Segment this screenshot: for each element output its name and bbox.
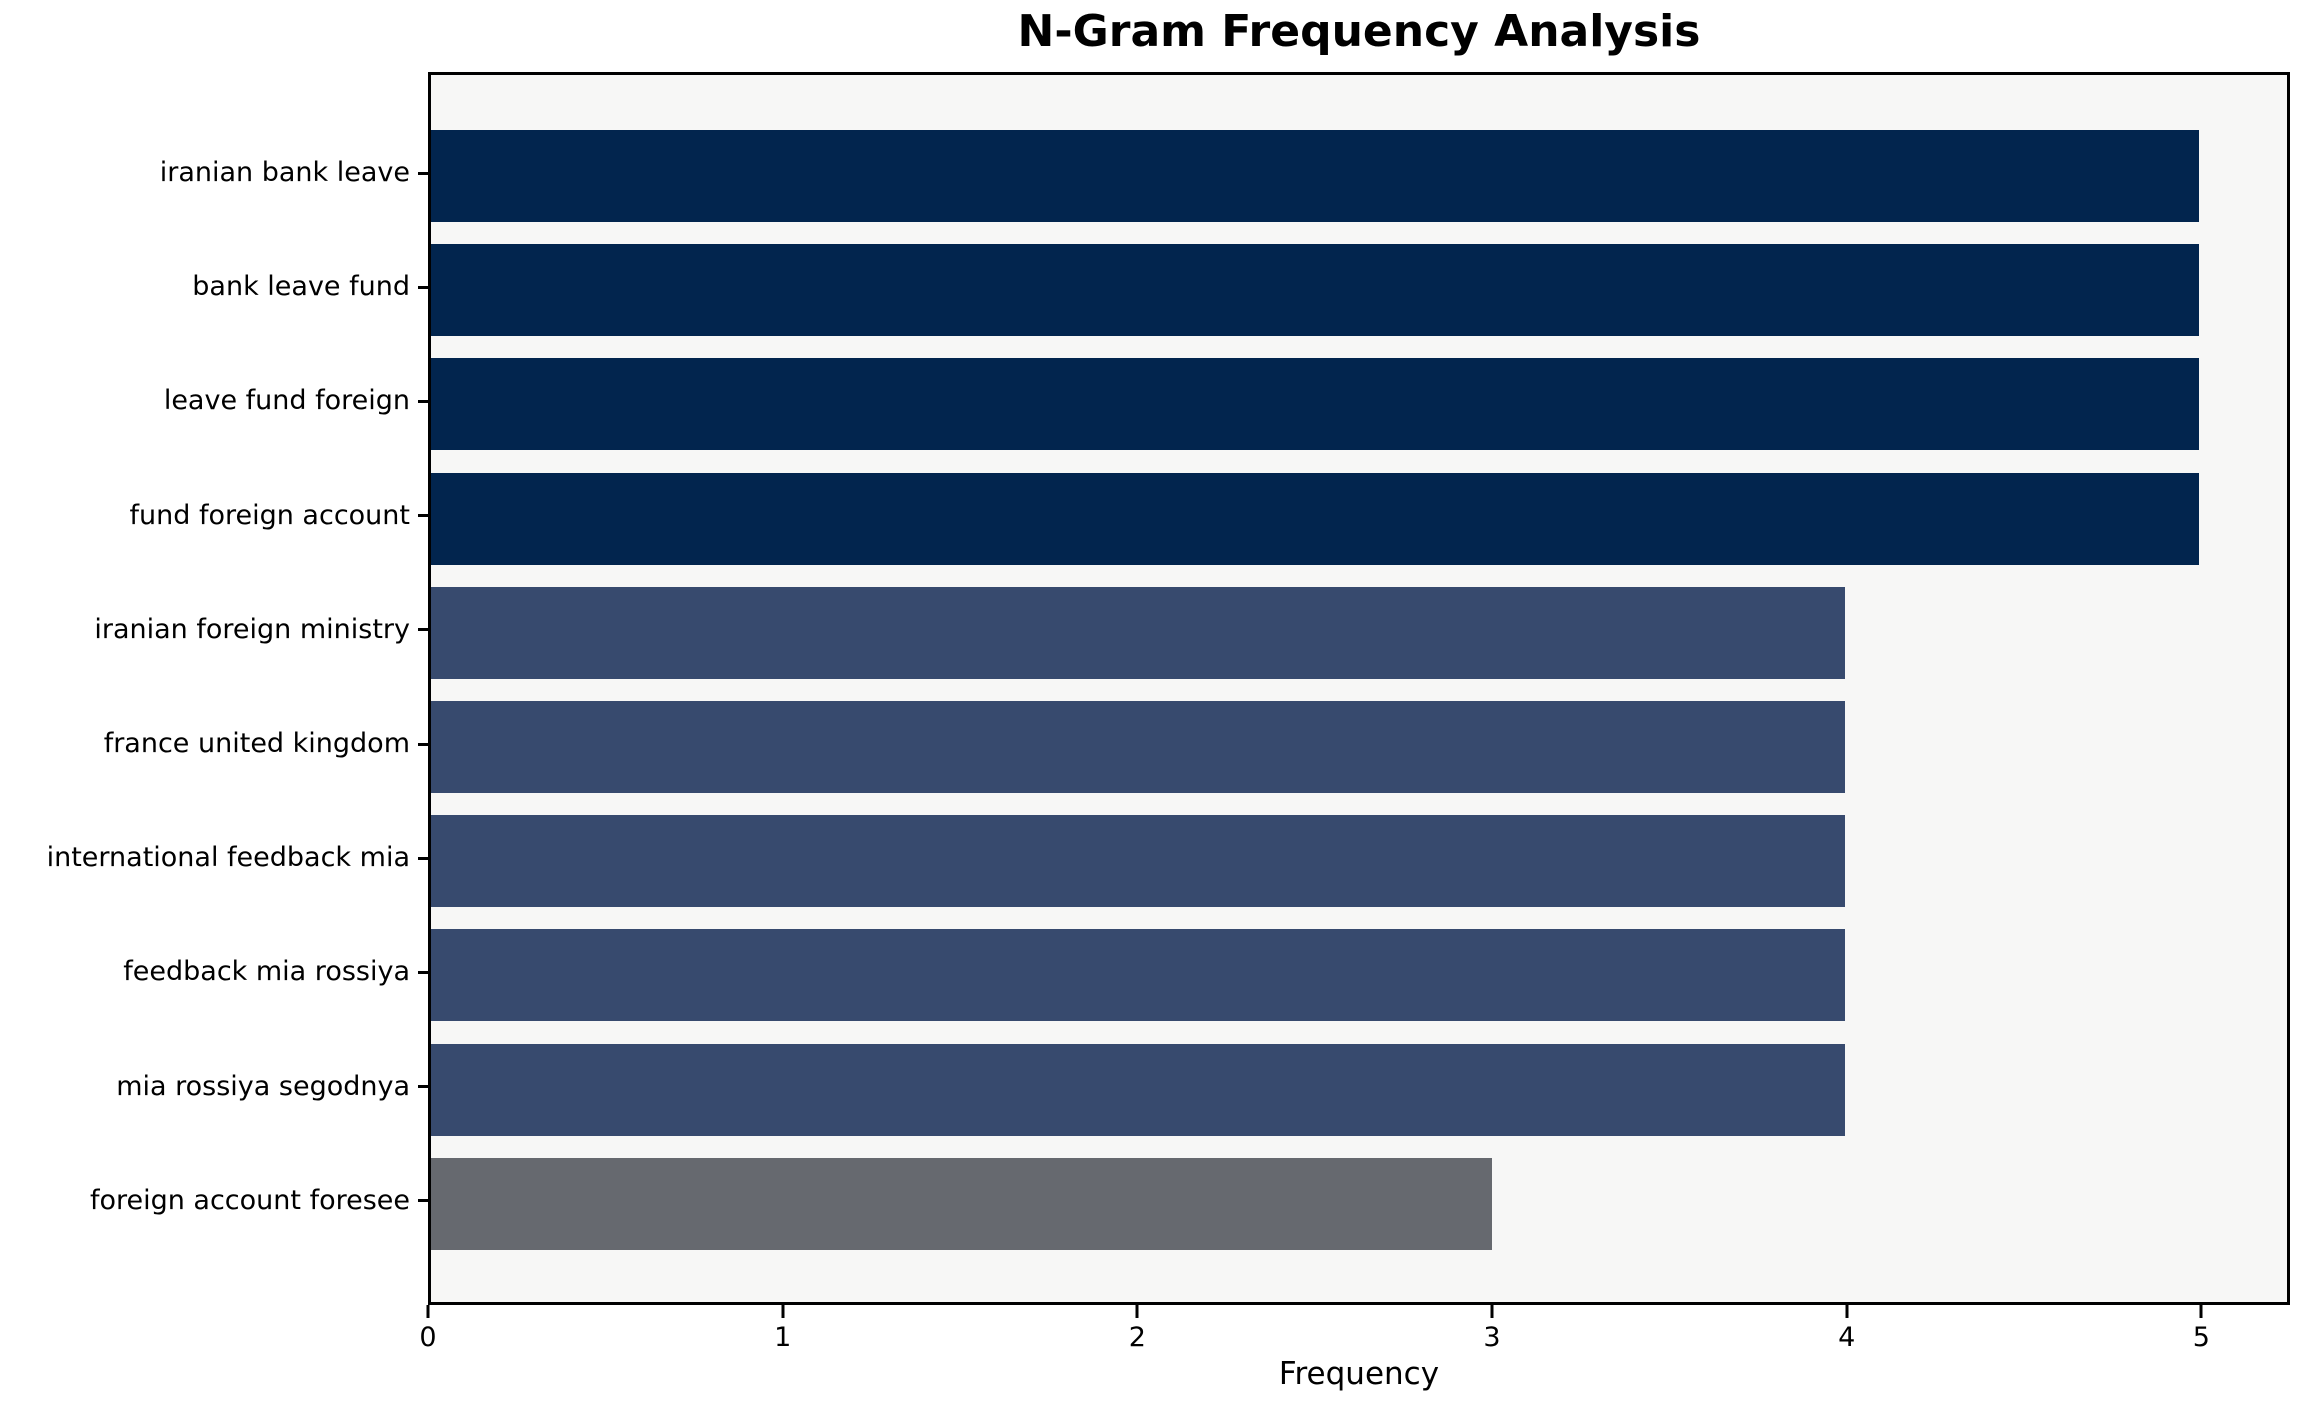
y-tick-label: international feedback mia	[46, 842, 410, 874]
bar-leave-fund-foreign	[431, 358, 2199, 451]
x-tick-mark	[1490, 1305, 1494, 1318]
bar-international-feedback-mia	[431, 815, 1846, 908]
x-tick-label: 3	[1483, 1322, 1501, 1353]
x-tick-label: 4	[1838, 1322, 1856, 1353]
y-tick-mark	[418, 171, 428, 175]
bar-feedback-mia-rossiya	[431, 929, 1846, 1022]
x-tick-label: 5	[2192, 1322, 2210, 1353]
x-tick-label: 2	[1128, 1322, 1146, 1353]
y-tick-mark	[418, 628, 428, 632]
y-tick-label: bank leave fund	[192, 271, 410, 303]
bar-iranian-bank-leave	[431, 130, 2199, 222]
y-tick-label: iranian foreign ministry	[94, 613, 410, 645]
x-tick-mark	[1135, 1305, 1139, 1318]
x-tick-mark	[426, 1305, 430, 1318]
y-axis-labels: iranian bank leave bank leave fund leave f…	[0, 0, 410, 1414]
bar-iranian-foreign-ministry	[431, 586, 1846, 679]
bar-fund-foreign-account	[431, 472, 2199, 565]
bar-bank-leave-fund	[431, 244, 2199, 337]
x-tick-mark	[2199, 1305, 2203, 1318]
y-tick-label: iranian bank leave	[159, 157, 410, 188]
y-tick-label: feedback mia rossiya	[123, 956, 410, 988]
plot-area	[428, 72, 2290, 1305]
y-tick-mark	[418, 514, 428, 518]
bar-foreign-account-foresee	[431, 1157, 1492, 1250]
y-tick-label: mia rossiya segodnya	[116, 1070, 410, 1102]
y-tick-label: leave fund foreign	[163, 385, 410, 417]
y-tick-mark	[418, 1085, 428, 1089]
y-tick-label: foreign account foresee	[89, 1184, 410, 1216]
bar-france-united-kingdom	[431, 701, 1846, 793]
x-tick-label: 1	[774, 1322, 792, 1353]
x-tick-label: 0	[419, 1322, 437, 1353]
y-tick-mark	[418, 856, 428, 860]
chart-title: N-Gram Frequency Analysis	[1017, 6, 1701, 57]
y-tick-mark	[418, 742, 428, 746]
x-axis-title: Frequency	[1278, 1356, 1440, 1392]
bar-mia-rossiya-segodnya	[431, 1043, 1846, 1136]
x-tick-mark	[781, 1305, 785, 1318]
y-tick-mark	[418, 285, 428, 289]
y-tick-label: fund foreign account	[129, 499, 411, 531]
y-tick-label: france united kingdom	[103, 728, 410, 759]
y-tick-mark	[418, 399, 428, 403]
y-tick-mark	[418, 970, 428, 974]
y-tick-mark	[418, 1199, 428, 1203]
x-tick-mark	[1845, 1305, 1849, 1318]
